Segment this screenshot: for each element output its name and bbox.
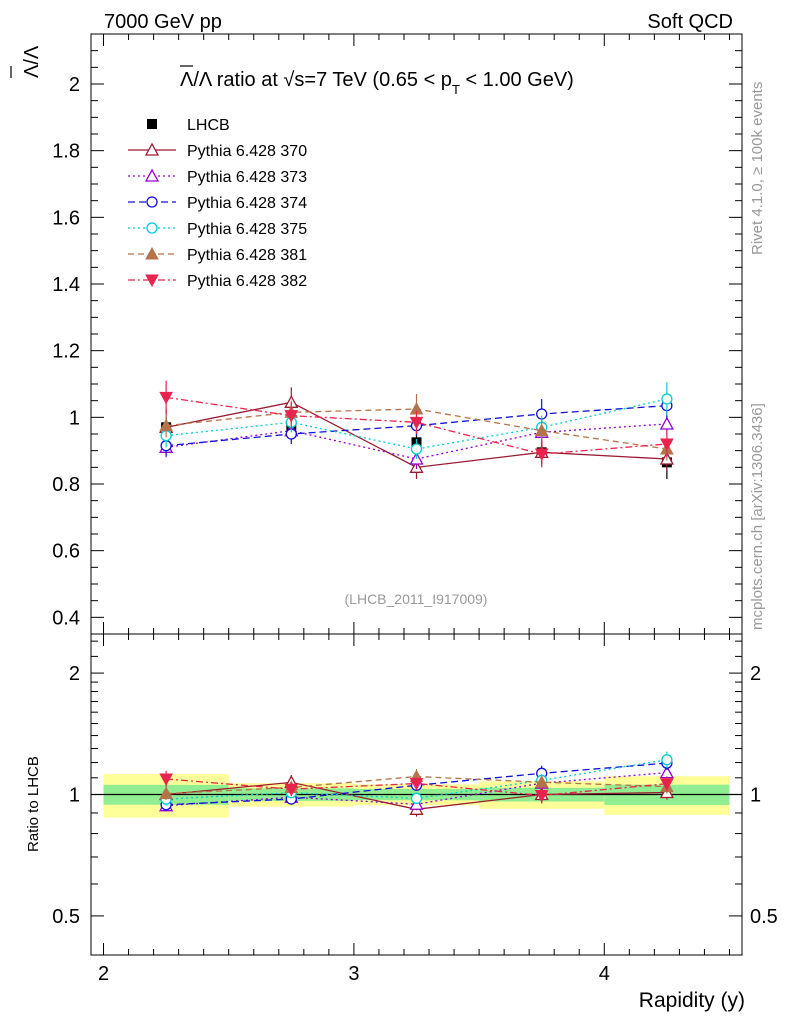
y-tick-label-top: 2 [69, 74, 80, 96]
series-point-bottom [534, 775, 549, 788]
header-left: 7000 GeV pp [104, 11, 222, 33]
y-axis-title-bottom: Ratio to LHCB [25, 756, 42, 852]
series-point-bottom [660, 778, 674, 791]
mcplots-label: mcplots.cern.ch [arXiv:1306.3436] [749, 403, 766, 630]
y-tick-label-top: 1.8 [52, 141, 80, 163]
y-tick-label-bottom-left: 2 [69, 663, 80, 685]
y-tick-label-top: 1.6 [52, 207, 80, 229]
series-point-bottom [409, 777, 424, 791]
y-tick-label-bottom-right: 0.5 [750, 906, 778, 928]
y-tick-label-top: 1 [69, 407, 80, 429]
x-tick-label: 3 [348, 963, 359, 985]
plot-title: Λ/Λ ratio at √s=7 TeV (0.65 < pT < 1.00 … [180, 69, 574, 97]
legend-label-4: Pythia 6.428 381 [187, 247, 307, 264]
legend-label-3: Pythia 6.428 375 [187, 221, 307, 238]
series-point-top [159, 418, 173, 432]
series-point-top [410, 443, 423, 455]
series-point-bottom [284, 783, 299, 797]
series-point-bottom [534, 789, 549, 803]
x-axis-title: Rapidity (y) [639, 989, 745, 1012]
legend-marker-3 [146, 222, 158, 234]
series-point-bottom [159, 786, 173, 800]
legend-marker-5 [145, 274, 159, 288]
plot-title-sub: T [452, 82, 460, 97]
legend-marker-4 [145, 246, 159, 260]
x-tick-label: 2 [98, 963, 109, 985]
y-axis-title-top: Λ/Λ [21, 45, 43, 78]
legend-marker-0 [144, 142, 160, 156]
series-point-top [659, 416, 674, 430]
legend-marker-2 [146, 196, 158, 208]
legend-marker-1 [144, 168, 160, 182]
legend-label-lhcb: LHCB [187, 117, 230, 134]
series-line-bottom-2 [166, 762, 667, 806]
series-point-bottom [661, 754, 673, 766]
series-line-top-2 [166, 405, 667, 447]
series-point-top [660, 438, 674, 452]
series-point-top [534, 448, 549, 462]
series-point-top [284, 410, 299, 423]
header-right: Soft QCD [647, 11, 733, 33]
legend-label-0: Pythia 6.428 370 [187, 143, 307, 160]
y-tick-label-top: 1.2 [52, 341, 80, 363]
x-tick-label: 4 [599, 963, 610, 985]
plot-title-main: Λ/Λ ratio at √s=7 TeV (0.65 < p [180, 69, 452, 91]
legend-marker-lhcb [147, 119, 157, 129]
series-point-top [661, 393, 673, 405]
series-point-bottom [410, 792, 423, 804]
y-tick-label-top: 0.4 [52, 607, 80, 629]
legend-label-5: Pythia 6.428 382 [187, 273, 307, 290]
y-tick-label-bottom-left: 0.5 [52, 906, 80, 928]
y-tick-label-bottom-right: 1 [750, 785, 761, 807]
y-tick-label-top: 1.4 [52, 274, 80, 296]
series-point-top [409, 416, 424, 430]
plot-title-tail: < 1.00 GeV) [460, 69, 574, 91]
y-tick-label-bottom-left: 1 [69, 785, 80, 807]
legend-label-2: Pythia 6.428 374 [187, 195, 307, 212]
legend-label-1: Pythia 6.428 373 [187, 169, 307, 186]
analysis-tag: (LHCB_2011_I917009) [345, 591, 488, 607]
series-point-top [534, 423, 549, 437]
y-tick-label-top: 0.6 [52, 541, 80, 563]
legend: LHCB Pythia 6.428 370 Pythia 6.428 373 Pyth… [128, 117, 307, 290]
series-layer [159, 380, 674, 817]
y-tick-label-top: 0.8 [52, 474, 80, 496]
y-tick-label-bottom-right: 2 [750, 663, 761, 685]
series-point-top [159, 391, 173, 405]
rivet-version-label: Rivet 4.1.0, ≥ 100k events [749, 82, 766, 255]
series-point-bottom [159, 773, 173, 787]
axes: 2 3 4 0.4 0.6 0.8 1 1.2 1.4 1.6 1.8 2 0.5 0.5 1 1 2 2 [52, 33, 778, 985]
